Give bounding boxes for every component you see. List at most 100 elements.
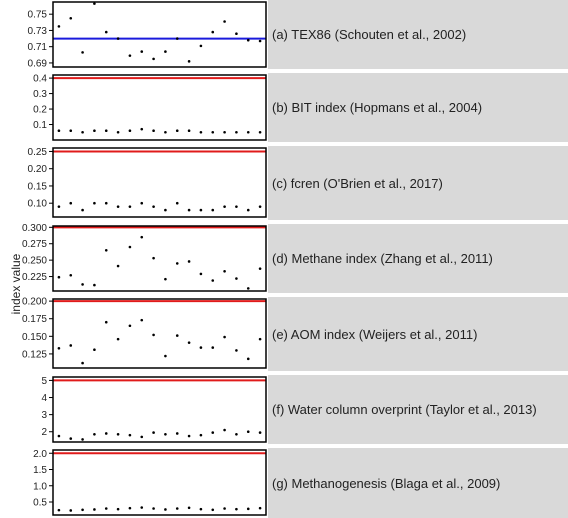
panel-a-data-point <box>116 37 120 40</box>
panel-c-data-point <box>187 208 191 212</box>
panel-c-data-point <box>140 201 144 205</box>
panel-c-data-point <box>258 205 262 208</box>
panel-e-data-point <box>258 337 262 341</box>
panel-g-data-point <box>246 507 250 511</box>
panel-f-data-point <box>57 434 61 438</box>
panel-d-data-point <box>152 256 155 260</box>
panel-e-data-point <box>175 334 179 337</box>
panel-g: 0.5 1.0 1.5 2.0 <box>33 449 267 516</box>
panel-d: 0.225 0.250 0.275 0.300 <box>22 223 267 292</box>
panel-f-data-point <box>152 431 155 434</box>
panel-c-data-point <box>164 208 167 212</box>
panel-b-data-point <box>81 130 84 134</box>
panel-d-data-point <box>187 260 191 263</box>
panel-f-ytick-label: 5 <box>41 376 47 387</box>
panel-e-data-point <box>69 344 73 347</box>
panel-f-data-point <box>211 431 215 434</box>
panel-b-data-point <box>246 130 250 134</box>
panel-f-frame <box>52 376 267 443</box>
panel-e: 0.125 0.150 0.175 0.200 <box>22 297 267 369</box>
panel-e-ytick-label: 0.175 <box>22 314 47 325</box>
panel-b-ytick-label: 0.1 <box>33 120 47 131</box>
panel-e-frame <box>52 298 267 369</box>
panel-c-data-point <box>211 208 215 212</box>
panel-g-data-point <box>175 507 179 510</box>
panel-c-data-point <box>223 205 226 208</box>
panel-f-data-point <box>246 430 250 434</box>
panel-c-data-point <box>199 208 203 212</box>
panel-g-ytick-label: 0.5 <box>33 498 47 509</box>
panel-e-data-point <box>199 346 203 349</box>
panel-f-ytick-label: 4 <box>41 393 47 404</box>
panel-a-data-point <box>104 30 108 34</box>
panel-f-data-point <box>223 428 226 432</box>
panel-f-data-point <box>258 431 262 434</box>
panel-d-data-point <box>140 235 144 239</box>
panel-a-data-point <box>187 60 191 63</box>
panel-label-e: (e) AOM index (Weijers et al., 2011) <box>268 297 568 371</box>
panel-d-data-point <box>69 273 73 277</box>
panel-g-data-point <box>199 507 203 511</box>
panel-g-data-point <box>116 507 120 511</box>
panel-f-data-point <box>69 437 73 440</box>
panel-a-data-point <box>164 50 167 53</box>
panel-d-data-point <box>81 283 84 286</box>
panel-d-frame <box>52 225 267 292</box>
panel-b-data-point <box>93 129 96 133</box>
panel-d-data-point <box>223 270 226 273</box>
panel-a-data-point <box>258 39 262 43</box>
panel-c-data-point <box>104 201 108 205</box>
panel-d-ytick-label: 0.300 <box>22 223 47 234</box>
panel-e-ytick-label: 0.150 <box>22 332 47 343</box>
panel-d-data-point <box>246 287 250 290</box>
panel-b-ytick-label: 0.3 <box>33 89 47 100</box>
panel-a-frame <box>52 1 267 68</box>
panel-b-data-point <box>258 130 262 134</box>
panel-f-data-point <box>199 433 203 437</box>
panel-b-data-point <box>116 130 120 134</box>
panel-b-data-point <box>140 127 144 131</box>
panel-e-data-point <box>116 337 120 341</box>
panel-d-ytick-label: 0.275 <box>22 239 47 250</box>
panel-g-data-point <box>128 506 132 510</box>
panel-b-data-point <box>69 129 73 133</box>
panel-g-ytick-label: 1.5 <box>33 465 47 476</box>
panel-e-data-point <box>164 354 167 358</box>
panel-e-data-point <box>81 361 84 365</box>
panel-e-data-point <box>223 335 226 339</box>
panel-c-data-point <box>152 205 155 208</box>
panel-c-data-point <box>246 208 250 212</box>
panel-g-data-point <box>69 509 73 512</box>
panel-label-g: (g) Methanogenesis (Blaga et al., 2009) <box>268 448 568 518</box>
panel-c-data-point <box>116 205 120 208</box>
panel-g-data-point <box>164 508 167 511</box>
panel-b-data-point <box>175 129 179 133</box>
panel-g-data-point <box>140 506 144 509</box>
panel-a-data-point <box>199 44 203 48</box>
panel-g-data-point <box>81 508 84 512</box>
panel-c: 0.10 0.15 0.20 0.25 <box>28 147 267 218</box>
panel-g-ytick-label: 2.0 <box>33 449 47 460</box>
panel-d-data-point <box>104 248 108 252</box>
panel-c-ytick-label: 0.20 <box>28 164 48 175</box>
panel-g-ytick-label: 1.0 <box>33 481 47 492</box>
panel-d-data-point <box>128 245 132 249</box>
panel-d-data-point <box>93 283 96 287</box>
panel-label-a: (a) TEX86 (Schouten et al., 2002) <box>268 0 568 69</box>
panel-g-data-point <box>104 507 108 510</box>
panel-g-data-point <box>223 507 226 510</box>
panel-a-data-point <box>69 16 73 20</box>
panel-a-data-point <box>128 54 132 57</box>
panel-g-data-point <box>152 507 155 510</box>
panel-d-data-point <box>57 275 61 279</box>
panel-a-data-point <box>175 37 179 40</box>
panel-f-data-point <box>116 433 120 436</box>
panel-e-data-point <box>211 346 215 349</box>
panel-label-f: (f) Water column overprint (Taylor et al… <box>268 375 568 444</box>
panel-a-data-point <box>57 25 61 28</box>
panel-e-data-point <box>93 348 96 351</box>
panel-b-data-point <box>223 130 226 134</box>
panel-c-data-point <box>175 201 179 205</box>
